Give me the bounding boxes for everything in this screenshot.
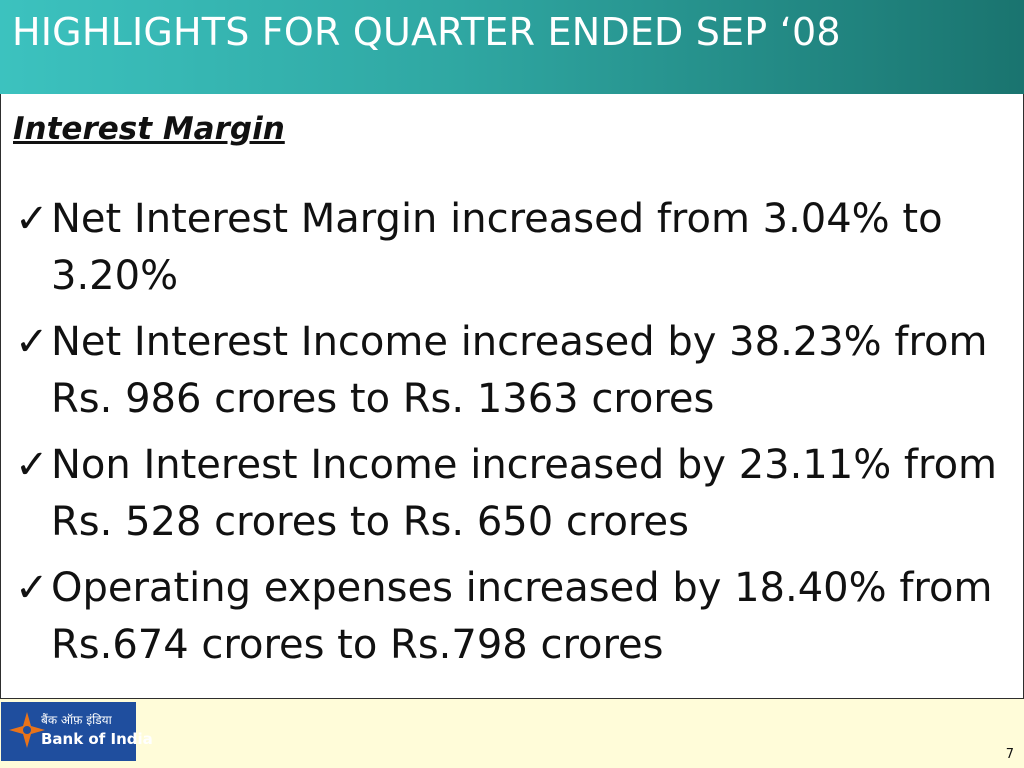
checkmark-icon: ✓ [15,442,49,488]
bullet-item: ✓ Operating expenses increased by 18.40%… [15,560,1015,674]
bullet-item: ✓ Non Interest Income increased by 23.11… [15,437,1015,551]
star-logo-icon [9,712,45,748]
slide-header: HIGHLIGHTS FOR QUARTER ENDED SEP ‘08 [0,0,1024,95]
slide-content: Interest Margin ✓ Net Interest Margin in… [0,94,1024,699]
bullet-text: Non Interest Income increased by 23.11% … [51,442,998,545]
logo-english-text: Bank of India [41,730,153,748]
bullet-item: ✓ Net Interest Margin increased from 3.0… [15,191,1015,305]
bullet-text: Operating expenses increased by 18.40% f… [51,565,993,668]
bullet-list: ✓ Net Interest Margin increased from 3.0… [15,191,1015,683]
logo-hindi-text: बैंक ऑफ़ इंडिया [41,713,112,727]
checkmark-icon: ✓ [15,565,49,611]
slide-footer: बैंक ऑफ़ इंडिया Bank of India 7 [0,699,1024,768]
slide-title: HIGHLIGHTS FOR QUARTER ENDED SEP ‘08 [12,10,841,54]
bullet-item: ✓ Net Interest Income increased by 38.23… [15,314,1015,428]
bullet-text: Net Interest Margin increased from 3.04%… [51,196,943,299]
checkmark-icon: ✓ [15,196,49,242]
checkmark-icon: ✓ [15,319,49,365]
bank-logo: बैंक ऑफ़ इंडिया Bank of India [1,702,153,761]
page-number: 7 [1005,747,1014,762]
section-heading: Interest Margin [13,111,285,147]
bullet-text: Net Interest Income increased by 38.23% … [51,319,988,422]
